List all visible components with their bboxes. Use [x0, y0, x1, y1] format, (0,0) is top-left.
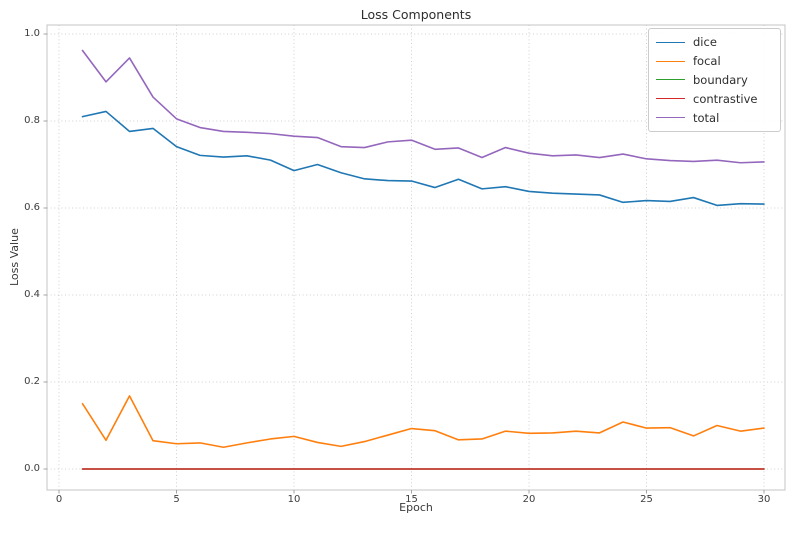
- x-tick-label: 5: [173, 494, 180, 505]
- y-tick-label: 0.0: [24, 462, 40, 474]
- y-tick-label: 0.8: [24, 115, 40, 126]
- focal-line-swatch: [656, 60, 685, 62]
- legend-item-boundary: boundary: [656, 71, 772, 90]
- y-axis-label: Loss Value: [8, 228, 21, 287]
- x-tick-label: 0: [55, 494, 63, 505]
- plot-border: [46, 24, 786, 491]
- series-line-dice: [81, 110, 765, 207]
- chart-title: Loss Components: [360, 7, 472, 22]
- x-tick-label: 25: [640, 494, 653, 505]
- boundary-line-swatch: [656, 79, 685, 81]
- series-line-focal: [81, 395, 765, 449]
- x-tick-label: 10: [287, 494, 301, 505]
- legend-label-dice: dice: [693, 35, 717, 50]
- y-tick-label: 0.4: [24, 288, 40, 300]
- total-line-swatch: [656, 117, 685, 119]
- series-line-total: [81, 49, 765, 164]
- y-tick-label: 0.6: [24, 201, 40, 213]
- legend-item-contrastive: contrastive: [656, 89, 772, 108]
- legend: dice focal boundary contrastive total: [648, 28, 781, 132]
- contrastive-line-swatch: [656, 98, 685, 100]
- x-tick-label: 30: [757, 494, 771, 505]
- legend-item-dice: dice: [656, 33, 772, 52]
- legend-item-total: total: [656, 108, 772, 127]
- x-tick-label: 20: [522, 494, 536, 505]
- legend-label-boundary: boundary: [693, 72, 748, 87]
- x-tick-label: 15: [405, 494, 418, 505]
- legend-label-focal: focal: [693, 54, 721, 69]
- dice-line-swatch: [656, 41, 685, 43]
- legend-item-focal: focal: [656, 52, 772, 71]
- x-axis-label: Epoch: [399, 501, 433, 514]
- legend-label-total: total: [693, 110, 720, 125]
- y-tick-label: 1.0: [24, 28, 40, 39]
- legend-label-contrastive: contrastive: [693, 91, 758, 106]
- y-tick-label: 0.2: [24, 375, 40, 387]
